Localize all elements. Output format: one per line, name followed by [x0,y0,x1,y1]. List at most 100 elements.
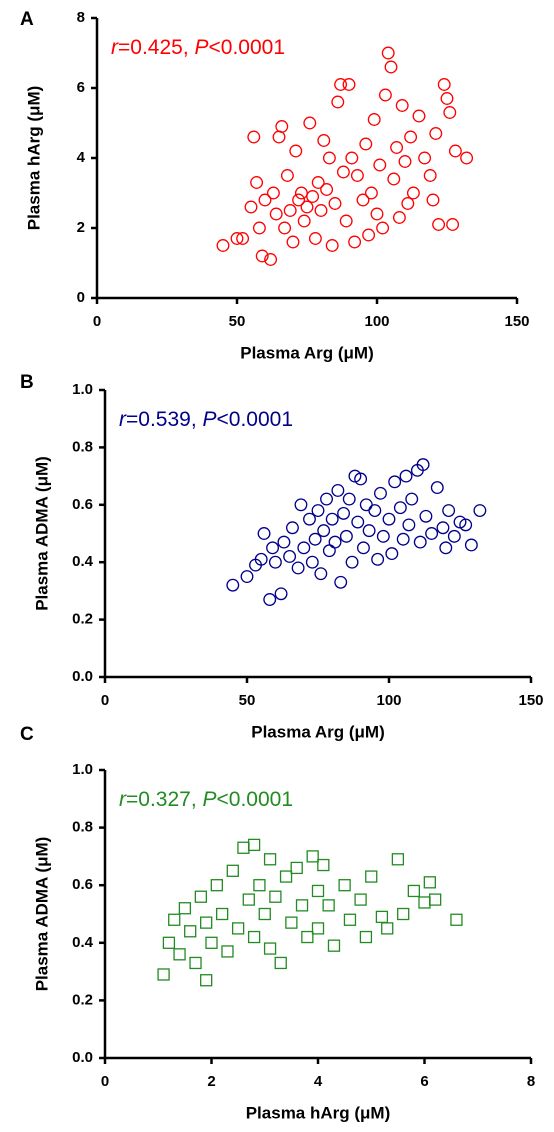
annotation: r=0.425, P<0.0001 [111,36,285,59]
point [253,879,266,892]
point [254,552,268,566]
x-tick-label: 100 [364,313,389,330]
point [443,106,457,119]
point [320,492,333,506]
point [359,498,373,512]
point [418,896,431,909]
point [157,968,170,981]
point [429,127,443,140]
point [367,113,381,126]
point [342,492,356,506]
x-tick-label: 150 [518,692,543,709]
point [450,913,463,926]
point [311,884,325,898]
annotation-part: <0.0001 [217,408,294,431]
point [328,197,342,210]
point [277,535,291,549]
point [308,232,322,245]
point [236,232,250,245]
point [419,509,433,523]
point [322,544,336,558]
point [339,529,353,543]
point [446,218,460,231]
panel: C 0.0 0.2 0.4 0.6 0.8 1.0 0 2 4 6 8 Plasma hArg (μM)… [20,724,535,1122]
annotation-part: =0.539, [126,408,202,431]
point [339,214,353,228]
point [285,916,298,929]
y-tick-label: 0.4 [72,934,94,951]
x-tick-label: 0 [93,313,101,330]
point [320,183,334,196]
y-tick-label: 4 [77,149,86,166]
point [300,200,314,214]
point [334,575,348,589]
point [385,547,399,561]
x-tick-label: 100 [376,692,401,709]
point [278,221,292,235]
point [266,186,280,200]
point [247,838,261,852]
x-tick-label: 2 [207,1073,215,1090]
point [290,861,303,875]
point [371,552,385,566]
point [283,550,297,563]
point [362,228,376,242]
point [295,899,309,912]
point [274,587,288,601]
point [247,930,261,944]
point [301,930,314,944]
y-tick-label: 0.0 [72,668,93,685]
point [407,884,421,898]
point [289,144,303,158]
point [200,916,213,929]
y-tick-label: 0.2 [72,611,93,628]
point [317,524,331,538]
point [311,176,325,189]
point [173,948,186,961]
y-axis-label: Plasma ADMA (μM) [32,456,51,611]
point [257,527,271,540]
y-tick-label: 0.6 [72,496,93,513]
point [401,197,415,210]
panel: A 0 2 4 6 8 0 50 100 150 Plasma Arg (μM) Plasma hAr… [20,9,530,363]
point [297,214,311,228]
x-tick-label: 0 [101,1073,109,1090]
point [448,144,462,158]
point [291,561,305,575]
point [189,956,202,970]
point [376,529,390,543]
point [428,893,442,906]
point [305,555,319,569]
point [381,922,394,935]
point [343,913,357,926]
point [442,504,456,517]
point [423,169,437,182]
annotation-part: =0.425, [118,36,194,59]
point [388,475,402,489]
point [437,78,451,91]
point [250,176,264,189]
point [348,235,362,249]
annotation-part: <0.0001 [209,36,286,59]
x-tick-label: 6 [420,1073,428,1090]
point [423,876,436,889]
point [382,512,396,526]
point [398,155,412,168]
point [317,134,331,147]
y-tick-label: 0 [77,289,85,306]
point [439,541,453,555]
point [178,902,192,915]
point [303,512,316,526]
point [266,541,280,555]
point [356,541,370,555]
panel: B 0.0 0.2 0.4 0.6 0.8 1.0 0 50 100 150 Plasma Arg (… [20,372,544,741]
point [216,239,230,252]
point [269,890,282,903]
x-tick-label: 4 [314,1073,323,1090]
point [378,88,392,102]
point [354,472,368,486]
x-axis-label: Plasma hArg (μM) [246,1103,391,1122]
point [404,130,418,144]
point [317,858,330,872]
point [345,151,359,165]
